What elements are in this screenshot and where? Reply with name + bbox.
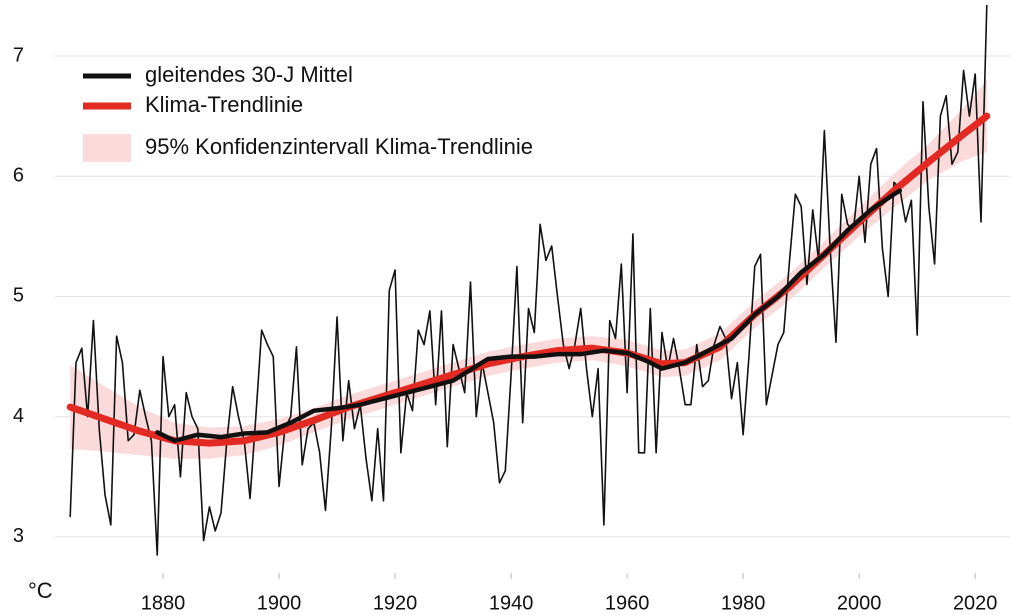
legend: gleitendes 30-J Mittel Klima-Trendlinie 95… xyxy=(83,62,533,162)
y-tick-label: 4 xyxy=(13,405,24,427)
y-tick-label: 5 xyxy=(13,285,24,307)
grid xyxy=(55,55,1010,538)
legend-label: Klima-Trendlinie xyxy=(145,92,303,117)
y-axis-label: °C xyxy=(28,578,53,603)
trend-line xyxy=(66,112,991,447)
moving-average-line xyxy=(154,188,903,443)
legend-label: gleitendes 30-J Mittel xyxy=(145,62,353,87)
x-tick-label: 1880 xyxy=(141,592,186,614)
x-tick-label: 1940 xyxy=(489,592,534,614)
y-tick-label: 3 xyxy=(13,525,24,547)
y-tick-label: 7 xyxy=(13,44,24,66)
x-tick-label: 1920 xyxy=(373,592,418,614)
x-tick-label: 2000 xyxy=(837,592,882,614)
x-tick-label: 1960 xyxy=(605,592,650,614)
axes: 3 4 5 6 7 1880 1900 1920 1940 1960 1980 2000 2020 xyxy=(13,44,998,614)
legend-swatch xyxy=(83,134,131,162)
y-tick-label: 6 xyxy=(13,165,24,187)
x-tick-label: 2020 xyxy=(953,592,998,614)
annual-line xyxy=(69,4,988,556)
plot-area xyxy=(66,4,991,556)
x-tick-label: 1900 xyxy=(257,592,302,614)
x-tick-label: 1980 xyxy=(721,592,766,614)
legend-label: 95% Konfidenzintervall Klima-Trendlinie xyxy=(145,134,533,159)
